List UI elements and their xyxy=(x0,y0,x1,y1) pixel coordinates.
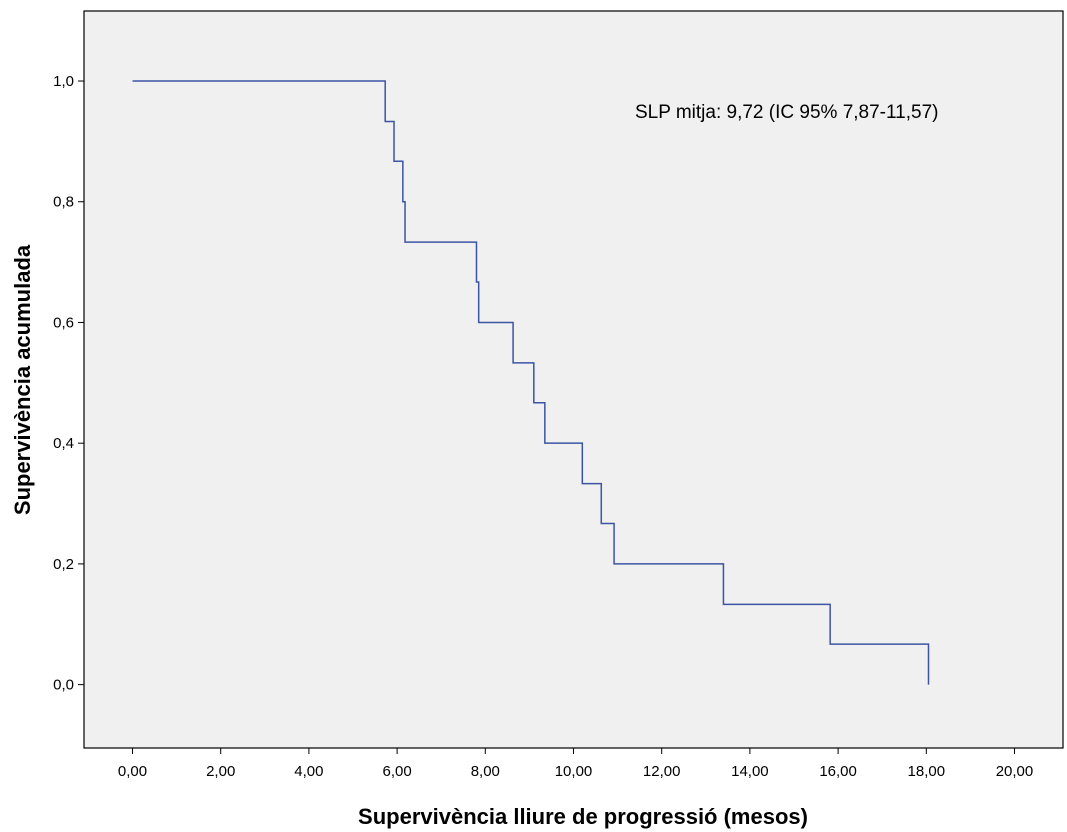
x-tick-label: 6,00 xyxy=(383,763,412,780)
x-tick-label: 8,00 xyxy=(471,763,500,780)
x-tick-label: 20,00 xyxy=(996,763,1034,780)
plot-area xyxy=(83,10,1064,749)
x-axis-ticks: 0,00 2,00 4,00 6,00 8,00 10,00 12,00 14,00 16,00… xyxy=(118,748,1033,780)
x-tick-label: 2,00 xyxy=(206,763,235,780)
x-tick-label: 18,00 xyxy=(908,763,946,780)
y-tick-label: 1,0 xyxy=(53,73,74,90)
y-tick-label: 0,2 xyxy=(53,556,74,573)
x-axis-title: Supervivència lliure de progressió (meso… xyxy=(358,804,808,829)
x-tick-label: 16,00 xyxy=(819,763,857,780)
x-tick-label: 0,00 xyxy=(118,763,147,780)
x-tick-label: 4,00 xyxy=(294,763,323,780)
survival-curve-line xyxy=(132,80,930,685)
y-tick-label: 0,6 xyxy=(53,314,74,331)
median-pfs-annotation: SLP mitja: 9,72 (IC 95% 7,87-11,57) xyxy=(635,102,938,123)
x-tick-label: 10,00 xyxy=(555,763,593,780)
x-tick-label: 14,00 xyxy=(731,763,769,780)
y-tick-label: 0,8 xyxy=(53,194,74,211)
y-axis-title: Supervivència acumulada xyxy=(10,244,35,515)
y-tick-label: 0,0 xyxy=(53,677,74,694)
x-tick-label: 12,00 xyxy=(643,763,681,780)
y-axis-ticks: 0,0 0,2 0,4 0,6 0,8 1,0 xyxy=(53,73,84,694)
y-tick-label: 0,4 xyxy=(53,435,74,452)
